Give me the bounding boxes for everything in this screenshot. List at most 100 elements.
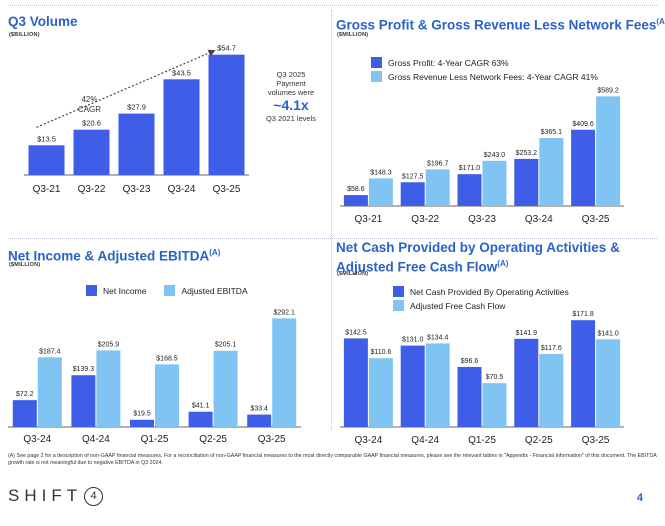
cash-title-line1: Net Cash Provided by Operating Activitie…	[336, 240, 620, 255]
data-label: $365.1	[541, 129, 563, 136]
shift4-logo: SHIFT 4	[8, 486, 104, 506]
data-label: $131.0	[402, 337, 424, 344]
bar-income-s0-2	[130, 419, 154, 427]
volume-chart: $13.5 Q3-21 $20.6 Q3-22 $27.9 Q3-23 $43.5 Q3-24…	[24, 44, 249, 195]
category-label: Q3-22	[78, 184, 106, 195]
bar-income-s1-4	[272, 318, 297, 427]
bar-cash-s1-1	[425, 343, 450, 427]
bar-volume-s0-3	[163, 79, 200, 175]
category-label: Q3-25	[213, 184, 241, 195]
bar-volume-s0-4	[208, 54, 245, 175]
category-label: Q3-23	[123, 184, 151, 195]
legend-swatch-light	[393, 300, 404, 311]
cash-title-line2: Adjusted Free Cash Flow	[336, 259, 498, 275]
gross-legend-label-2: Gross Revenue Less Network Fees: 4-Year …	[388, 71, 598, 82]
data-label: $127.5	[402, 173, 424, 180]
category-label: Q3-25	[582, 214, 610, 225]
data-label: $13.5	[37, 134, 56, 143]
income-legend-item-1: Net Income	[86, 285, 146, 296]
cagr-label-pct: 42%	[81, 95, 97, 104]
bar-volume-s0-2	[118, 113, 155, 175]
data-label: $43.5	[172, 68, 191, 77]
data-label: $292.1	[273, 309, 295, 316]
bar-cash-s0-2	[457, 366, 482, 427]
bar-gross-s1-4	[596, 96, 621, 206]
cash-legend-item-1: Net Cash Provided By Operating Activitie…	[393, 286, 569, 297]
data-label: $168.5	[156, 355, 178, 362]
bar-cash-s1-2	[482, 383, 507, 427]
gross-legend-item-2: Gross Revenue Less Network Fees: 4-Year …	[371, 71, 598, 82]
bar-cash-s1-4	[596, 339, 621, 427]
data-label: $19.5	[133, 411, 151, 418]
legend-swatch-light	[164, 285, 176, 296]
legend-swatch-dark	[371, 57, 382, 68]
data-label: $187.4	[39, 348, 61, 355]
bar-income-s1-2	[155, 364, 179, 427]
category-label: Q2-25	[199, 434, 227, 445]
category-label: Q3-23	[468, 214, 496, 225]
bar-gross-s0-1	[400, 182, 425, 206]
category-label: Q3-22	[411, 214, 439, 225]
data-label: $139.3	[73, 366, 95, 373]
cash-legend-label-2: Adjusted Free Cash Flow	[410, 300, 506, 311]
data-label: $171.0	[459, 165, 481, 172]
callout-line3: volumes were	[267, 88, 315, 97]
gross-legend: Gross Profit: 4-Year CAGR 63% Gross Reve…	[371, 57, 598, 85]
data-label: $54.7	[217, 44, 236, 53]
category-label: Q3-21	[33, 184, 61, 195]
bar-income-s0-3	[188, 411, 213, 427]
bar-cash-s0-1	[400, 345, 425, 427]
bar-gross-s0-0	[343, 195, 368, 206]
bar-income-s1-1	[96, 350, 121, 427]
logo-circle-icon: 4	[84, 486, 104, 506]
bar-cash-s0-4	[571, 320, 596, 427]
volume-unit: ($BILLION)	[9, 32, 40, 38]
income-title: Net Income & Adjusted EBITDA(A)	[8, 245, 220, 265]
bar-gross-s1-3	[539, 138, 564, 206]
category-label: Q3-25	[258, 434, 286, 445]
data-label: $205.1	[215, 342, 237, 349]
data-label: $141.0	[597, 330, 619, 337]
gross-title: Gross Profit & Gross Revenue Less Networ…	[336, 14, 665, 34]
category-label: Q4-24	[411, 435, 439, 446]
data-label: $70.5	[486, 374, 504, 381]
cash-title: Net Cash Provided by Operating Activitie…	[336, 240, 620, 276]
gross-unit: ($MILLION)	[337, 32, 369, 38]
bar-gross-s0-4	[571, 129, 596, 206]
data-label: $20.6	[82, 119, 101, 128]
category-label: Q3-24	[23, 434, 51, 445]
gross-legend-label-1: Gross Profit: 4-Year CAGR 63%	[388, 57, 509, 68]
data-label: $58.6	[347, 186, 365, 193]
data-label: $409.6	[572, 121, 594, 128]
bar-volume-s0-1	[73, 129, 110, 175]
cash-legend-label-1: Net Cash Provided By Operating Activitie…	[410, 286, 569, 297]
bar-gross-s1-2	[482, 160, 507, 206]
cagr-label-text: CAGR	[78, 105, 101, 114]
income-legend-item-2: Adjusted EBITDA	[164, 285, 248, 296]
income-legend-label-2: Adjusted EBITDA	[181, 285, 248, 296]
data-label: $27.9	[127, 103, 146, 112]
vertical-divider	[331, 10, 332, 430]
data-label: $33.4	[250, 406, 268, 413]
category-label: Q3-24	[355, 435, 383, 446]
legend-swatch-dark	[393, 286, 404, 297]
data-label: $134.4	[427, 334, 449, 341]
category-label: Q3-25	[582, 435, 610, 446]
data-label: $117.6	[541, 345, 562, 352]
logo-text: SHIFT	[8, 486, 83, 505]
data-label: $96.6	[461, 358, 479, 365]
data-label: $72.2	[16, 391, 34, 398]
data-label: $41.1	[192, 403, 210, 410]
cash-unit: ($MILLION)	[337, 271, 369, 277]
category-label: Q4-24	[82, 434, 110, 445]
gross-legend-item-1: Gross Profit: 4-Year CAGR 63%	[371, 57, 598, 68]
category-label: Q1-25	[468, 435, 496, 446]
legend-swatch-dark	[86, 285, 97, 296]
cagr-trend-arrow	[36, 49, 216, 128]
income-title-sup: (A)	[209, 248, 221, 257]
page-number: 4	[636, 492, 643, 504]
category-label: Q3-21	[355, 214, 383, 225]
data-label: $253.2	[516, 150, 538, 157]
bar-income-s0-0	[12, 400, 37, 427]
cash-title-line2-wrap: Adjusted Free Cash Flow(A)	[336, 256, 620, 276]
